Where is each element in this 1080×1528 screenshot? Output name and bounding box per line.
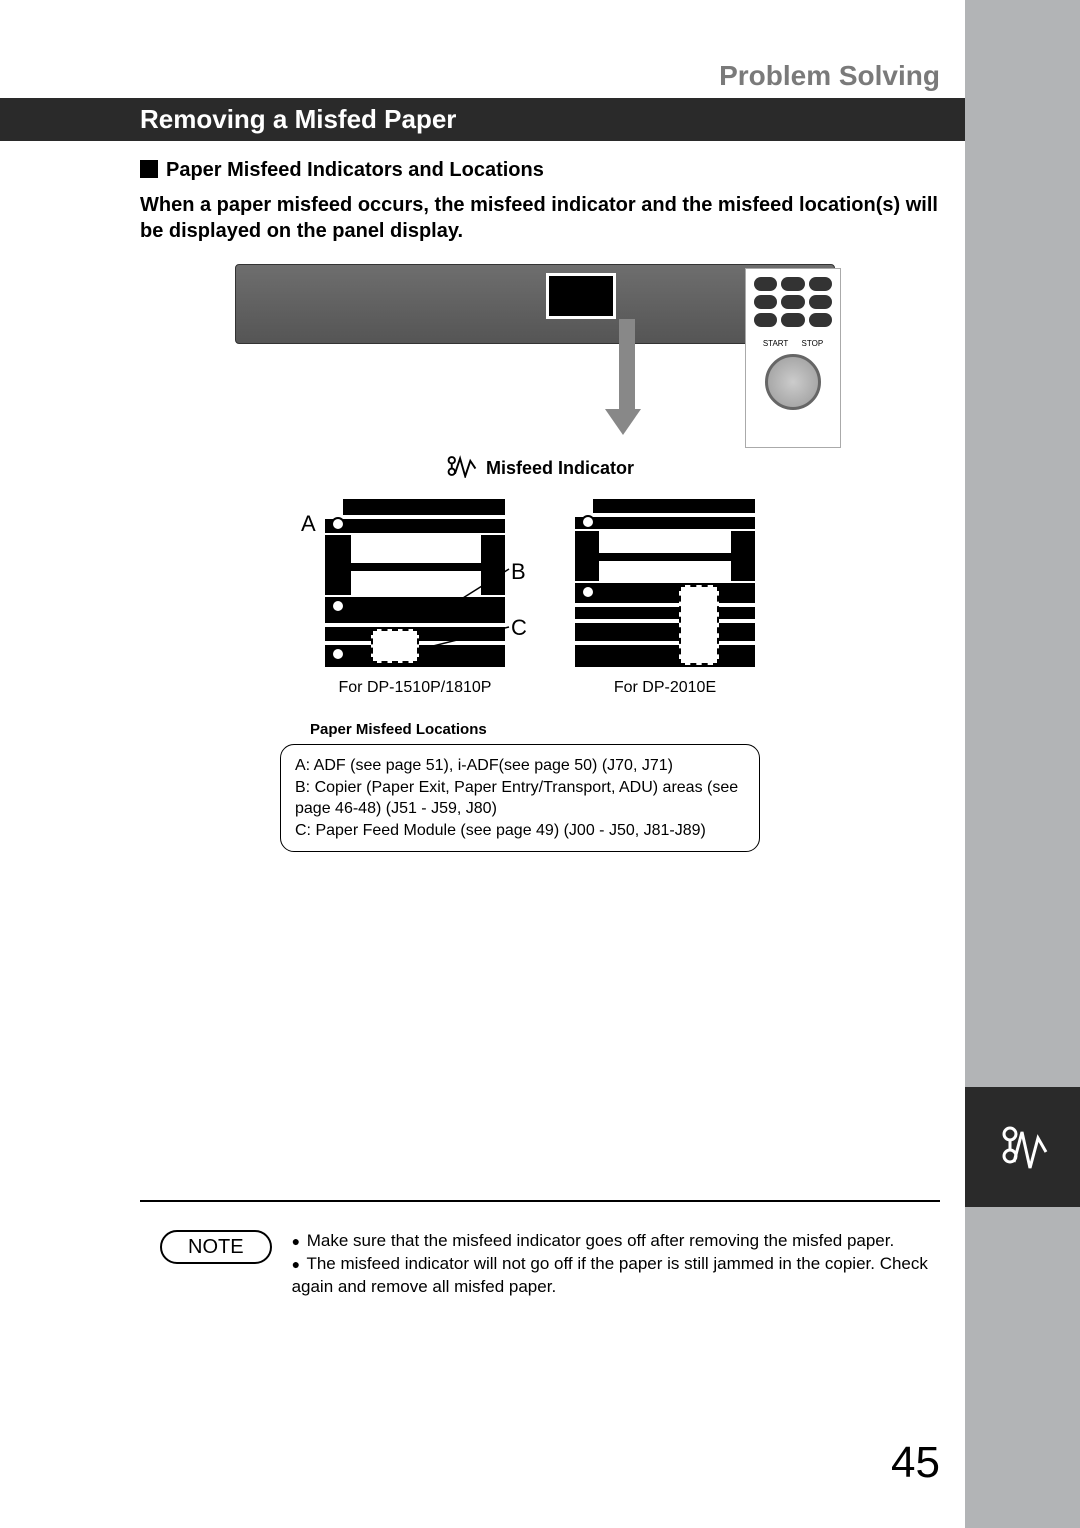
note-1: Make sure that the misfeed indicator goe… [307,1231,894,1250]
bullet-icon: ● [292,1233,300,1249]
led-icon [581,515,595,529]
control-panel-figure: START STOP [140,264,940,444]
keypad-button [754,277,777,291]
indicator-label-text: Misfeed Indicator [486,458,634,478]
keypad-button [781,313,804,327]
keypad-button [809,277,832,291]
sidebar-chapter-tab [965,1087,1080,1207]
bullet-square-icon [140,160,158,178]
chapter-title: Problem Solving [0,60,1080,92]
panel-display-highlight [546,273,616,319]
led-icon [581,585,595,599]
arrow-down-icon [615,319,639,439]
page-title-bar: Removing a Misfed Paper [0,98,965,141]
diagram-dp1510-1810: A B C For DP-1510P/1810P [310,499,520,697]
intro-text: When a paper misfeed occurs, the misfeed… [140,192,940,244]
jog-dial [765,354,821,410]
callout-line-icon [421,625,515,655]
keypad-button [809,295,832,309]
note-pill: NOTE [160,1230,272,1264]
location-diagrams: A B C For DP-1510P/1810P [140,499,940,697]
locations-title: Paper Misfeed Locations [140,721,940,738]
location-a: A: ADF (see page 51), i-ADF(see page 50)… [295,755,745,777]
divider-line [140,1200,940,1202]
keypad-start-label: START [763,339,788,348]
bullet-icon: ● [292,1256,300,1272]
callout-line-icon [455,565,515,615]
keypad-button [754,295,777,309]
sidebar-stripe [965,0,1080,1528]
diagram-caption-left: For DP-1510P/1810P [310,679,520,697]
misfeed-indicator-label: Misfeed Indicator [140,454,940,483]
subheading: Paper Misfeed Indicators and Locations [140,159,940,182]
page-number: 45 [891,1438,940,1488]
diagram-caption-right: For DP-2010E [560,679,770,697]
note-text: ● Make sure that the misfeed indicator g… [292,1230,940,1299]
location-b: B: Copier (Paper Exit, Paper Entry/Trans… [295,777,745,820]
location-c: C: Paper Feed Module (see page 49) (J00 … [295,820,745,842]
label-a: A [301,511,316,537]
subheading-text: Paper Misfeed Indicators and Locations [166,159,544,181]
note-2: The misfeed indicator will not go off if… [292,1254,928,1296]
keypad-button [754,313,777,327]
paper-feed-outline [679,585,719,665]
note-section: NOTE ● Make sure that the misfeed indica… [160,1230,940,1299]
led-c-icon [331,647,345,661]
diagram-dp2010e: For DP-2010E [560,499,770,697]
content-area: Paper Misfeed Indicators and Locations W… [0,141,1080,852]
led-b-icon [331,599,345,613]
led-a-icon [331,517,345,531]
keypad-button [809,313,832,327]
keypad: START STOP [745,268,841,448]
keypad-button [781,277,804,291]
keypad-stop-label: STOP [802,339,824,348]
manual-page: Problem Solving Removing a Misfed Paper … [0,0,1080,1528]
misfeed-icon [446,454,478,478]
locations-box: A: ADF (see page 51), i-ADF(see page 50)… [280,744,760,852]
keypad-button [781,295,804,309]
paper-feed-outline [371,629,419,663]
misfeed-icon [998,1122,1048,1172]
